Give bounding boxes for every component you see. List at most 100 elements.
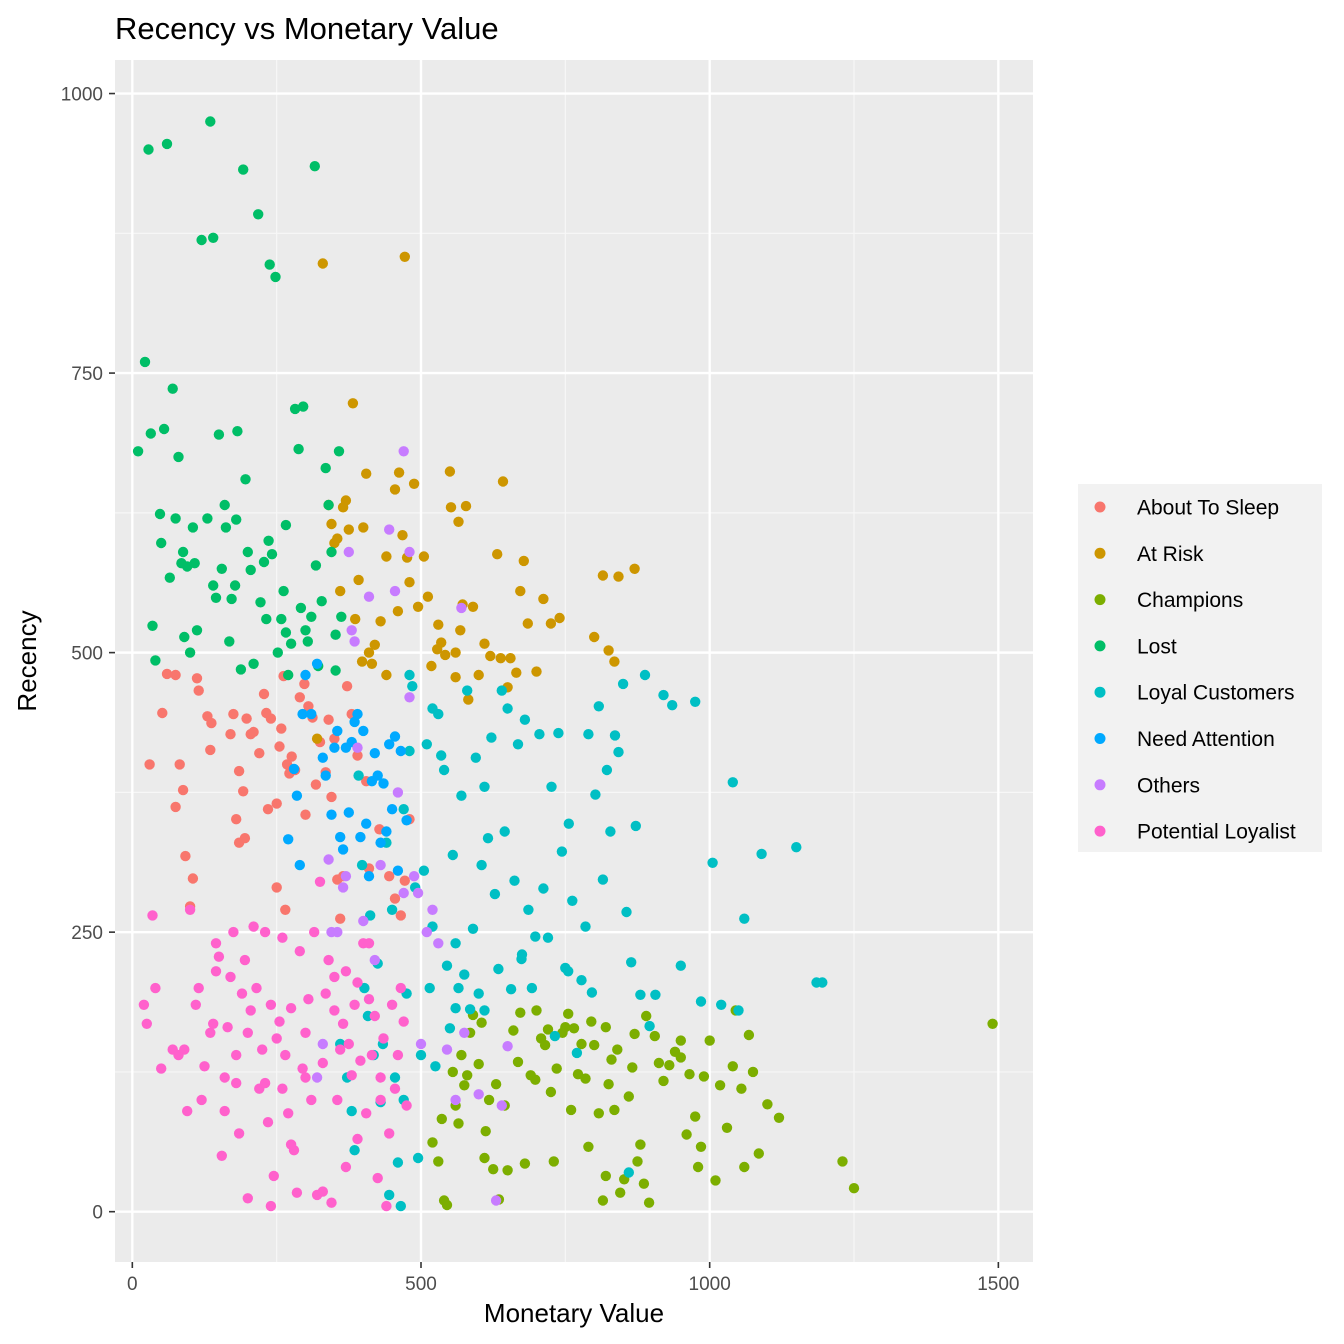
point-at-risk [515,585,526,597]
point-potential-loyalist [257,1044,268,1055]
point-loyal-customers [707,857,718,868]
point-at-risk [538,593,549,605]
point-loyal-customers [613,746,624,758]
point-loyal-customers [583,729,594,740]
x-tick-label: 500 [405,1274,437,1295]
point-about-to-sleep [399,875,410,886]
point-lost [191,625,203,636]
point-about-to-sleep [299,678,310,690]
point-potential-loyalist [147,910,158,921]
point-champions [560,1021,571,1033]
point-about-to-sleep [238,786,249,797]
point-loyal-customers [553,727,564,739]
point-champions [427,1137,438,1148]
point-potential-loyalist [398,1016,409,1027]
point-lost [187,522,199,533]
point-loyal-customers [456,790,467,801]
point-champions [515,1007,526,1018]
point-at-risk [444,466,456,477]
point-champions [433,1156,444,1167]
point-others [496,1100,507,1111]
point-lost [154,508,166,520]
point-potential-loyalist [340,1161,352,1173]
point-lost [156,537,167,549]
point-at-risk [495,653,506,664]
point-potential-loyalist [182,1105,193,1117]
point-potential-loyalist [381,1200,392,1212]
point-potential-loyalist [219,1072,230,1083]
point-potential-loyalist [375,1072,386,1083]
legend: About To Sleep At Risk Champions Lost Loyal … [1078,484,1322,852]
point-lost [245,564,256,576]
point-loyal-customers [695,996,707,1007]
point-champions [462,1070,473,1081]
point-loyal-customers [421,739,432,750]
point-champions [664,1060,675,1071]
point-need-attention [358,725,369,737]
x-tick-label: 0 [127,1274,138,1295]
point-champions [539,1039,551,1051]
point-others [404,546,415,558]
point-champions [519,1158,531,1169]
point-loyal-customers [597,874,609,885]
point-about-to-sleep [271,798,282,809]
point-about-to-sleep [193,685,204,696]
point-potential-loyalist [349,999,360,1010]
point-at-risk [426,660,437,672]
point-others [433,938,444,949]
point-potential-loyalist [329,971,340,983]
point-champions [583,1141,594,1153]
point-loyal-customers [470,752,481,763]
point-about-to-sleep [303,701,314,712]
point-others [404,692,415,703]
point-others [317,1038,328,1050]
point-others [375,859,386,871]
point-potential-loyalist [193,982,204,994]
point-lost [184,647,196,658]
point-champions [565,1104,577,1116]
point-lost [167,383,178,394]
point-potential-loyalist [306,1094,317,1106]
point-about-to-sleep [294,692,305,703]
point-about-to-sleep [170,669,181,681]
point-potential-loyalist [138,999,150,1010]
point-champions [632,1156,643,1167]
point-at-risk [460,500,472,512]
legend-label-potential-loyalist: Potential Loyalist [1137,821,1296,844]
point-potential-loyalist [231,1049,242,1061]
point-about-to-sleep [341,681,353,692]
point-lost [330,629,341,640]
point-lost [320,462,331,474]
point-at-risk [554,612,565,624]
point-at-risk [375,616,386,627]
point-potential-loyalist [277,1083,288,1094]
point-at-risk [463,694,474,705]
point-champions [609,1104,620,1116]
point-lost [278,585,289,597]
point-loyal-customers [593,701,604,712]
point-potential-loyalist [283,1108,294,1119]
point-champions [753,1148,764,1159]
y-tick-label: 0 [92,1203,103,1224]
y-tick-label: 750 [71,364,103,385]
point-need-attention [369,748,380,759]
point-about-to-sleep [144,759,155,770]
point-loyal-customers [438,764,450,776]
point-about-to-sleep [276,723,287,734]
point-champions [658,1075,669,1087]
point-need-attention [349,716,360,728]
point-champions [542,1024,554,1035]
point-at-risk [356,656,368,667]
point-lost [213,429,225,440]
point-champions [568,1023,580,1034]
point-lost [145,428,156,439]
point-about-to-sleep [352,750,363,761]
point-potential-loyalist [242,1193,253,1204]
point-loyal-customers [617,678,629,690]
point-champions [545,1086,557,1098]
point-at-risk [505,653,516,664]
point-champions [627,1062,638,1073]
point-lost [164,572,175,583]
point-about-to-sleep [233,765,245,777]
point-need-attention [384,739,395,750]
